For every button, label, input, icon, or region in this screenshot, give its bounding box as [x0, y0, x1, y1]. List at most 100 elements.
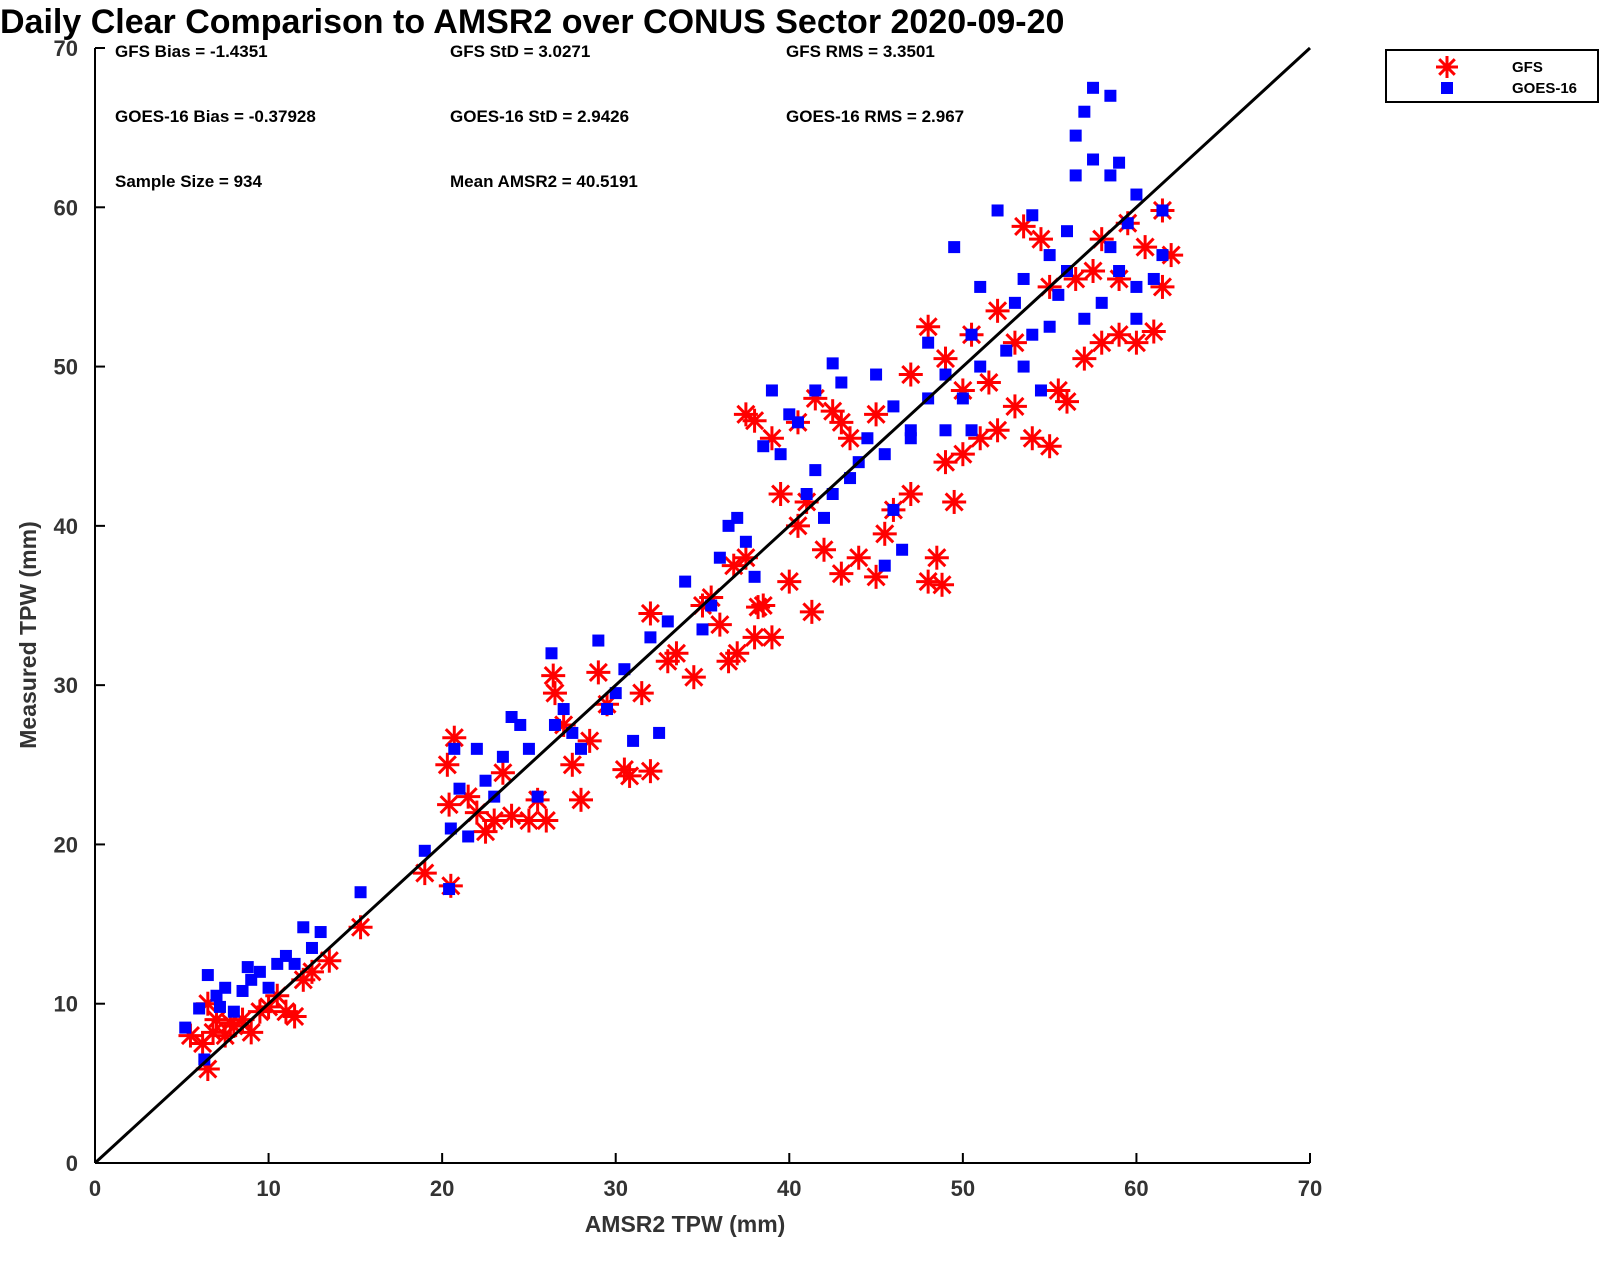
goes16-point	[443, 883, 456, 896]
goes16-point	[887, 503, 900, 516]
goes16-point	[679, 575, 692, 588]
goes16-point	[861, 432, 874, 445]
goes16-point	[809, 464, 822, 477]
x-tick-label: 40	[777, 1176, 801, 1201]
y-tick-label: 20	[54, 832, 78, 857]
one-to-one-reference-line	[93, 46, 1312, 1165]
goes16-point	[800, 488, 813, 500]
gfs-point	[490, 760, 515, 785]
goes16-point	[531, 790, 544, 803]
goes16-point	[1156, 204, 1169, 217]
goes16-point	[713, 551, 726, 564]
gfs-point	[916, 314, 941, 339]
gfs-point	[829, 561, 854, 586]
goes16-point	[1113, 265, 1126, 277]
goes16-point	[448, 742, 461, 755]
goes16-point	[1121, 217, 1134, 230]
legend-box	[1385, 49, 1599, 103]
goes16-point	[522, 742, 535, 755]
gfs-point	[560, 752, 585, 777]
y-tick-label: 40	[54, 514, 78, 539]
x-tick-label: 50	[951, 1176, 975, 1201]
gfs-point	[768, 482, 793, 506]
gfs-point	[707, 612, 732, 637]
goes16-point	[566, 726, 579, 739]
x-tick-label: 10	[256, 1176, 280, 1201]
goes16-point	[1034, 384, 1047, 397]
gfs-point	[812, 537, 836, 562]
goes16-point	[1069, 169, 1082, 182]
goes16-point	[1008, 296, 1021, 309]
stat-goes-bias: GOES-16 Bias = -0.37928	[115, 107, 316, 126]
gfs-point	[638, 601, 663, 626]
goes16-point	[1147, 272, 1160, 285]
goes16-point	[444, 822, 457, 835]
goes16-point	[288, 957, 301, 970]
goes16-point	[731, 511, 744, 524]
goes16-point	[1130, 312, 1143, 325]
gfs-point	[586, 660, 611, 685]
goes16-point	[575, 742, 587, 755]
y-tick-label: 30	[54, 673, 78, 698]
gfs-point	[282, 1004, 307, 1029]
goes16-point	[462, 830, 475, 843]
goes16-point	[213, 1000, 226, 1013]
goes16-point	[939, 424, 952, 437]
gfs-point	[733, 402, 758, 427]
gfs-point	[638, 759, 663, 784]
gfs-point	[542, 681, 567, 706]
goes16-point	[661, 615, 674, 628]
y-tick-label: 70	[54, 36, 78, 61]
goes16-point	[297, 921, 310, 934]
legend-gfs-marker	[1436, 56, 1458, 78]
goes16-point	[835, 376, 848, 389]
gfs-point	[759, 625, 784, 650]
legend-goes16-square-icon	[1441, 82, 1453, 94]
goes16-point	[545, 647, 558, 660]
plot-area	[93, 46, 1312, 1165]
goes16-point	[818, 511, 830, 524]
x-axis-ticks: 0 10 20 30 40 50 60 70	[89, 1153, 1322, 1201]
gfs-point	[864, 402, 889, 427]
gfs-point	[317, 948, 342, 973]
gfs-point	[985, 298, 1010, 323]
goes16-point	[1026, 209, 1039, 222]
goes16-point	[1104, 241, 1117, 254]
gfs-point	[499, 803, 524, 828]
goes16-point	[592, 634, 605, 647]
x-tick-label: 60	[1124, 1176, 1148, 1201]
goes16-point	[774, 448, 787, 461]
goes16-point	[705, 599, 718, 612]
goes16-point	[1113, 156, 1126, 169]
goes16-point	[1052, 288, 1065, 301]
gfs-point	[1124, 330, 1149, 355]
goes16-point	[974, 280, 987, 293]
y-tick-label: 60	[54, 195, 78, 220]
gfs-point	[435, 752, 460, 777]
gfs-point	[1028, 227, 1053, 252]
gfs-point	[1081, 259, 1106, 283]
goes16-point	[904, 424, 917, 437]
gfs-point	[534, 808, 559, 833]
goes16-point	[314, 926, 327, 939]
goes16-point	[601, 703, 614, 716]
gfs-point	[950, 442, 975, 467]
gfs-point	[1141, 319, 1166, 344]
gfs-point	[933, 450, 958, 475]
goes16-point	[870, 368, 883, 381]
goes16-point	[236, 984, 249, 997]
goes16-point	[739, 535, 752, 548]
legend-gfs-asterisk-icon	[1436, 56, 1458, 78]
goes16-point	[965, 424, 978, 437]
goes16-point	[193, 1002, 206, 1015]
stat-gfs-std: GFS StD = 3.0271	[450, 42, 590, 61]
goes16-point	[696, 623, 709, 636]
goes16-point	[609, 687, 622, 700]
stats-annotations: GFS Bias = -1.4351 GFS StD = 3.0271 GFS …	[115, 42, 964, 191]
gfs-point	[942, 489, 967, 514]
x-tick-label: 30	[603, 1176, 627, 1201]
goes16-point	[896, 543, 909, 556]
gfs-point	[629, 681, 654, 706]
goes16-point	[826, 488, 839, 500]
